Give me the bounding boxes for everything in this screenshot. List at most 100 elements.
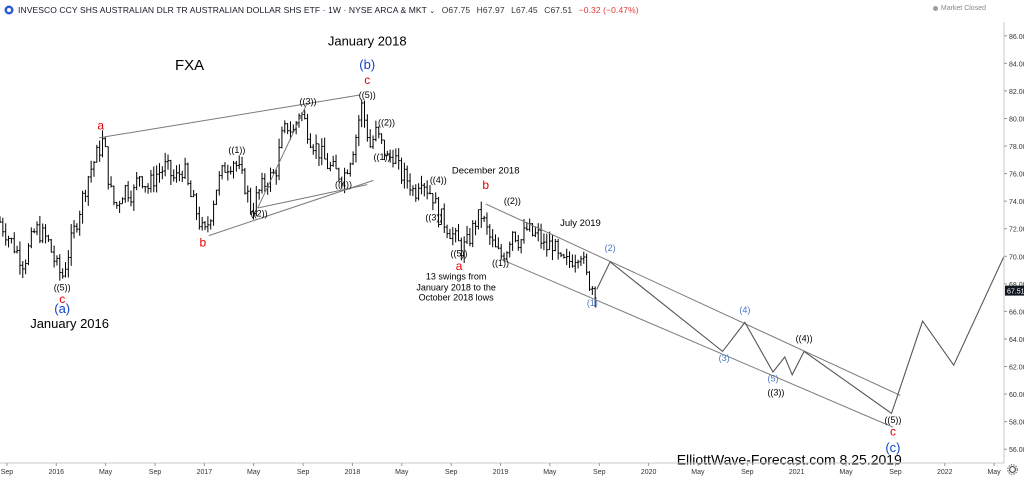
ohlc-bar — [12, 232, 16, 254]
wave-label-swings3: October 2018 lows — [419, 292, 495, 302]
ohlc-bar — [1, 217, 5, 237]
ohlc-bar — [277, 138, 281, 181]
wave-label-w4-2017: ((4)) — [335, 179, 352, 189]
ohlc-bar — [460, 237, 463, 261]
ohlc-bar — [175, 165, 178, 183]
ohlc-bar — [35, 221, 39, 236]
ohlc-bar — [337, 167, 341, 183]
wave-label-w3-2021: ((3)) — [767, 387, 784, 397]
ohlc-bar — [420, 175, 423, 195]
time-tick-label: 2016 — [48, 469, 64, 476]
ohlc-bar — [178, 164, 181, 182]
wave-label-b-red-2018: b — [482, 178, 489, 192]
ohlc-bar — [32, 228, 36, 234]
symbol-info[interactable]: INVESCO CCY SHS AUSTRALIAN DLR TR AUSTRA… — [18, 5, 639, 15]
ohlc-bar — [571, 254, 574, 268]
ohlc-bar — [18, 241, 22, 275]
price-tick-label: 84.00 — [1009, 61, 1024, 68]
ohlc-bar — [155, 165, 158, 193]
ohlc-bar — [235, 160, 238, 172]
trend-lines — [99, 94, 901, 428]
wave-label-w2-2017: ((2)) — [251, 208, 268, 218]
ohlc-bar — [491, 229, 494, 248]
ohlc-bar — [189, 180, 193, 198]
ohlc-bar — [0, 216, 2, 224]
ohlc-bar — [274, 169, 278, 185]
ohlc-bar — [220, 164, 224, 180]
ohlc-bar — [24, 259, 27, 275]
ohlc-bar — [548, 231, 551, 251]
settings-gear-icon[interactable] — [1007, 464, 1018, 475]
ohlc-bar — [186, 162, 190, 186]
price-tick-label: 62.00 — [1009, 365, 1024, 372]
ohlc-bar — [403, 162, 406, 189]
ohlc-bar — [502, 252, 506, 262]
ohlc-bar — [556, 238, 560, 260]
ohlc-bar — [585, 253, 588, 276]
ohlc-bar — [254, 185, 258, 217]
ohlc-bar — [61, 268, 64, 279]
price-tick-label: 76.00 — [1009, 172, 1024, 179]
ohlc-bar — [388, 149, 392, 163]
chevron-down-icon[interactable]: ⌄ — [429, 8, 436, 15]
ohlc-bar — [482, 215, 486, 222]
ohlc-bar — [314, 134, 318, 160]
ohlc-open: O67.75 — [441, 5, 471, 15]
ohlc-bar — [232, 160, 235, 179]
ohlc-bar — [180, 170, 184, 182]
ohlc-bar — [215, 189, 218, 205]
ohlc-bar — [129, 190, 133, 207]
wave-label-a-red-2018: a — [456, 259, 463, 273]
last-price-tag — [1005, 285, 1024, 296]
ohlc-bar — [405, 165, 409, 189]
price-tick-label: 78.00 — [1009, 144, 1024, 151]
market-status: Market Closed — [932, 5, 986, 12]
wave-label-w5-2018: ((5)) — [451, 248, 468, 258]
ohlc-bar — [545, 233, 549, 257]
time-tick-label: May — [395, 469, 409, 476]
wave-label-w1-2017: ((1)) — [228, 145, 245, 155]
ohlc-bar — [394, 148, 398, 165]
wave-label-c3: (3) — [719, 353, 730, 363]
ohlc-bar — [195, 193, 198, 221]
time-tick-label: Sep — [445, 469, 458, 476]
time-tick-label: Sep — [1, 469, 14, 476]
ohlc-bar — [309, 133, 312, 149]
ohlc-bar — [528, 218, 531, 232]
ohlc-bar — [366, 114, 369, 142]
wave-label-c-red-2016: c — [59, 292, 65, 306]
wave-label-w3-2018: ((3)) — [425, 212, 442, 222]
price-tick-label: 80.00 — [1009, 116, 1024, 123]
price-tick-label: 68.00 — [1009, 282, 1024, 289]
ohlc-bar — [371, 135, 375, 149]
ohlc-bar — [437, 196, 440, 228]
ohlc-bar — [354, 134, 358, 163]
wave-label-b-blue-top: (b) — [359, 57, 375, 72]
ohlc-bar — [223, 162, 227, 173]
ohlc-bar — [135, 171, 138, 191]
ohlc-bar — [209, 219, 213, 230]
ohlc-bar — [343, 167, 346, 194]
ohlc-bar — [442, 203, 446, 233]
time-tick-label: May — [99, 469, 113, 476]
ohlc-bar — [485, 212, 489, 235]
wave-label-swings1: 13 swings from — [426, 272, 487, 282]
ohlc-bar — [217, 171, 221, 196]
ohlc-bar — [260, 172, 264, 194]
wave-label-c2: (2) — [605, 243, 616, 253]
ohlc-bar — [49, 238, 53, 253]
market-status-dot-icon — [932, 5, 938, 11]
ohlc-bar — [425, 180, 429, 200]
time-tick-label: 2021 — [789, 469, 805, 476]
time-tick-label: 2022 — [937, 469, 953, 476]
trend-line — [485, 203, 901, 396]
ohlc-bar — [477, 209, 480, 230]
chart-header: INVESCO CCY SHS AUSTRALIAN DLR TR AUSTRA… — [0, 0, 1024, 22]
ohlc-bar — [4, 223, 7, 246]
ohlc-bar — [47, 234, 50, 242]
axes: 56.00 58.00 60.00 62.00 64.00 66.00 68.00 70.00… — [0, 22, 1024, 476]
ohlc-bar — [152, 166, 156, 193]
ohlc-bar — [109, 176, 113, 188]
projection-line — [596, 256, 1005, 415]
